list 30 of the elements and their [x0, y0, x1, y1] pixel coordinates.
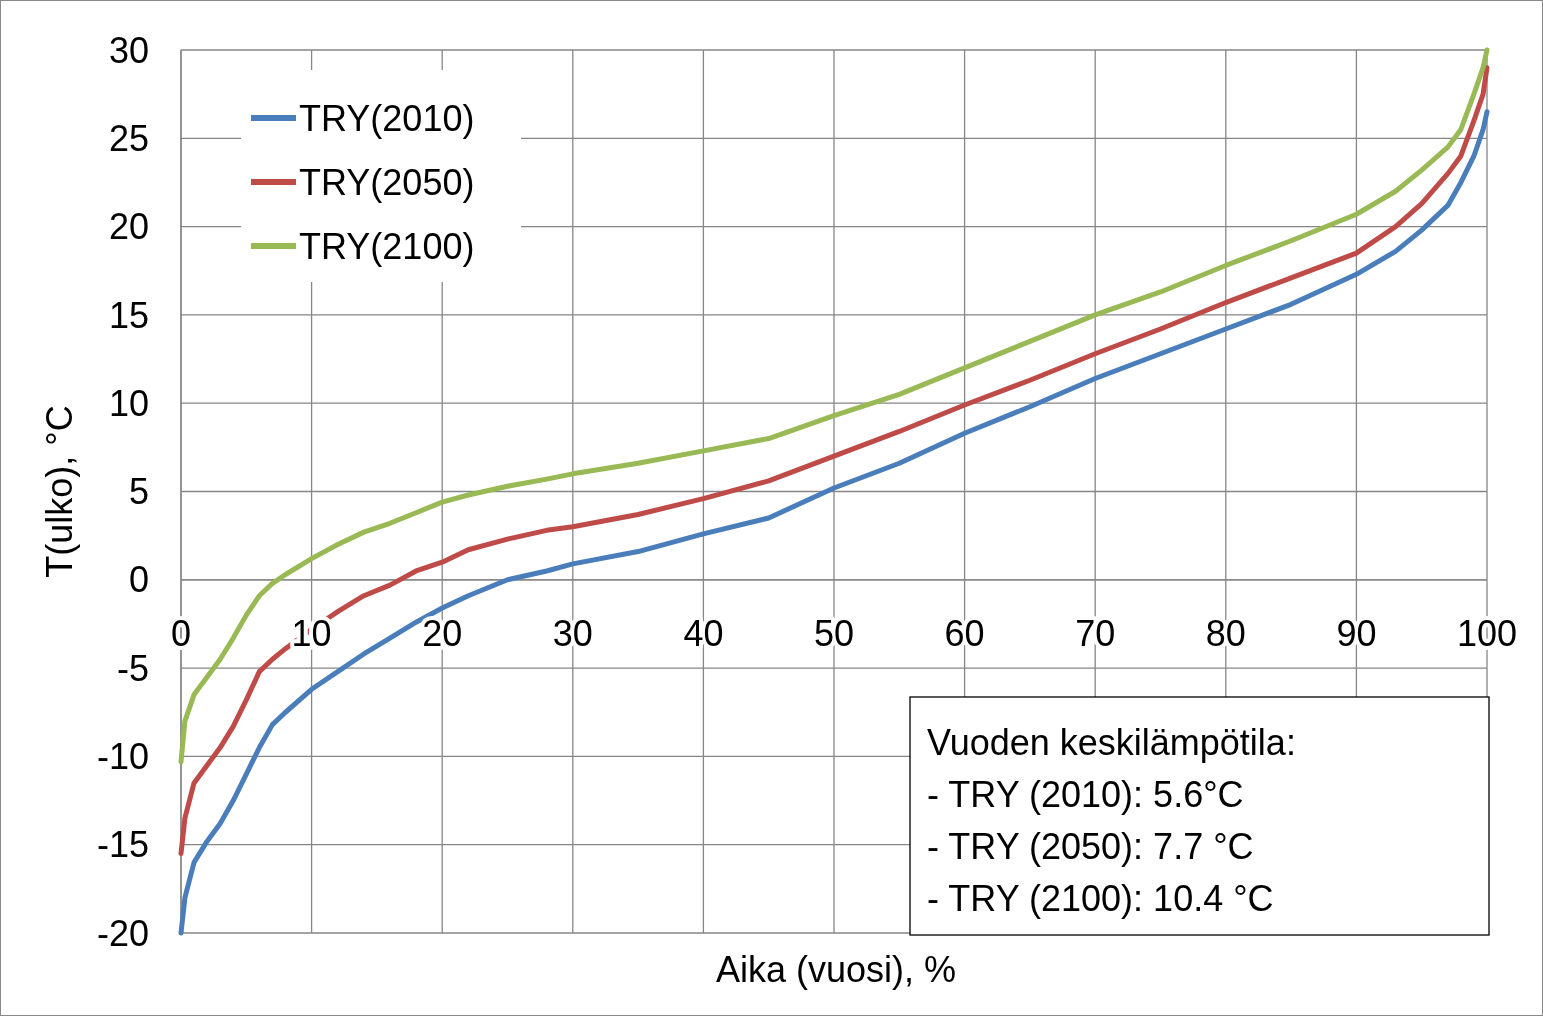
x-tick-label: 20	[422, 612, 463, 654]
annotation: - TRY (2050): 7.7 °C	[927, 825, 1254, 867]
y-tick-label: 0	[128, 559, 149, 601]
x-tick-label: 40	[683, 612, 724, 654]
x-tick-label: 0	[170, 612, 192, 654]
y-tick-label: 20	[108, 206, 149, 248]
annotation: - TRY (2010): 5.6°C	[927, 773, 1244, 815]
x-tick-label: 100	[1456, 612, 1518, 654]
y-tick-label: 30	[108, 29, 149, 71]
y-tick-label: 25	[108, 117, 149, 159]
x-tick-label: 50	[813, 612, 855, 654]
y-tick-label: 15	[108, 294, 149, 336]
y-tick-label: -20	[96, 912, 149, 954]
x-axis-title: Aika (vuosi), %	[715, 949, 957, 990]
y-tick-label: 5	[128, 471, 149, 513]
y-tick-label: -5	[116, 647, 149, 689]
legend-label: TRY(2010)	[299, 97, 475, 139]
y-axis-title: T(ulko), °C	[39, 405, 80, 578]
y-tick-label: -15	[96, 824, 149, 866]
y-tick-label: -10	[96, 736, 149, 777]
x-tick-label: 30	[552, 612, 593, 654]
legend-label: TRY(2100)	[299, 225, 475, 267]
x-tick-label: 60	[944, 612, 985, 654]
annotation: Vuoden keskilämpötila:	[927, 721, 1296, 763]
annotation: - TRY (2100): 10.4 °C	[927, 877, 1274, 919]
legend-label: TRY(2050)	[299, 161, 475, 203]
y-tick-label: 10	[108, 382, 149, 424]
x-tick-label: 70	[1075, 612, 1116, 654]
x-tick-label: 90	[1336, 612, 1377, 654]
x-tick-label: 80	[1205, 612, 1246, 654]
